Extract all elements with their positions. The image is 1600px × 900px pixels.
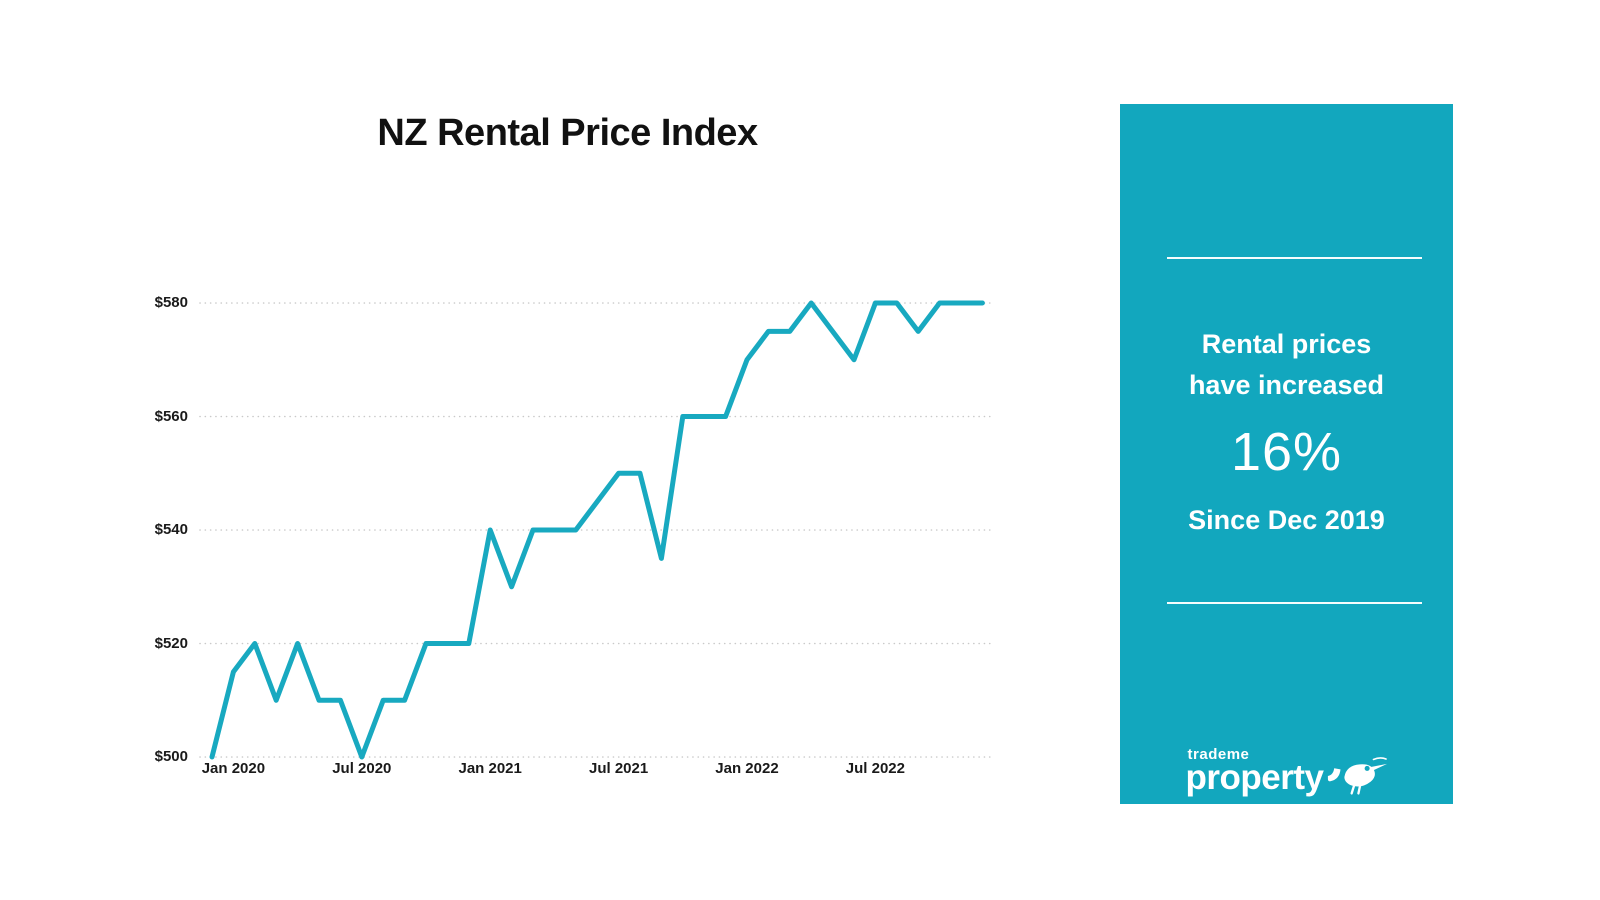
divider-bottom bbox=[1167, 602, 1422, 604]
trademe-property-logo: trademe property bbox=[1120, 736, 1453, 796]
logo-property-text: property bbox=[1185, 758, 1324, 797]
logo-trademe-text: trademe bbox=[1187, 746, 1250, 763]
x-axis-tick-label: Jan 2020 bbox=[201, 760, 266, 777]
x-axis-tick-label: Jan 2022 bbox=[715, 760, 779, 777]
panel-heading-line2: have increased bbox=[1188, 370, 1385, 400]
y-axis-tick-label: $580 bbox=[154, 294, 188, 311]
chart-title: NZ Rental Price Index bbox=[377, 112, 758, 154]
x-axis-tick-label: Jul 2021 bbox=[588, 760, 649, 777]
panel-heading: Rental prices have increased bbox=[1120, 324, 1453, 406]
kiwi-icon bbox=[1328, 757, 1388, 795]
divider-top bbox=[1167, 257, 1422, 259]
x-axis-tick-label: Jan 2021 bbox=[458, 760, 522, 777]
x-axis-tick-label: Jul 2020 bbox=[332, 760, 392, 777]
y-axis-tick-label: $500 bbox=[154, 748, 188, 765]
y-axis-tick-label: $540 bbox=[154, 521, 188, 538]
percent-caption: Since Dec 2019 bbox=[1188, 505, 1385, 535]
y-axis-tick-label: $560 bbox=[154, 407, 188, 425]
x-axis-tick-label: Jul 2022 bbox=[845, 760, 905, 777]
price-line bbox=[209, 300, 985, 760]
y-axis-tick-label: $520 bbox=[154, 634, 188, 652]
logo-text: trademe property bbox=[1185, 746, 1324, 797]
percent-increase-value: 16% bbox=[1230, 422, 1343, 482]
panel-heading-line1: Rental prices bbox=[1201, 329, 1372, 359]
summary-panel: Rental prices have increased 16% Since D… bbox=[1120, 104, 1453, 804]
